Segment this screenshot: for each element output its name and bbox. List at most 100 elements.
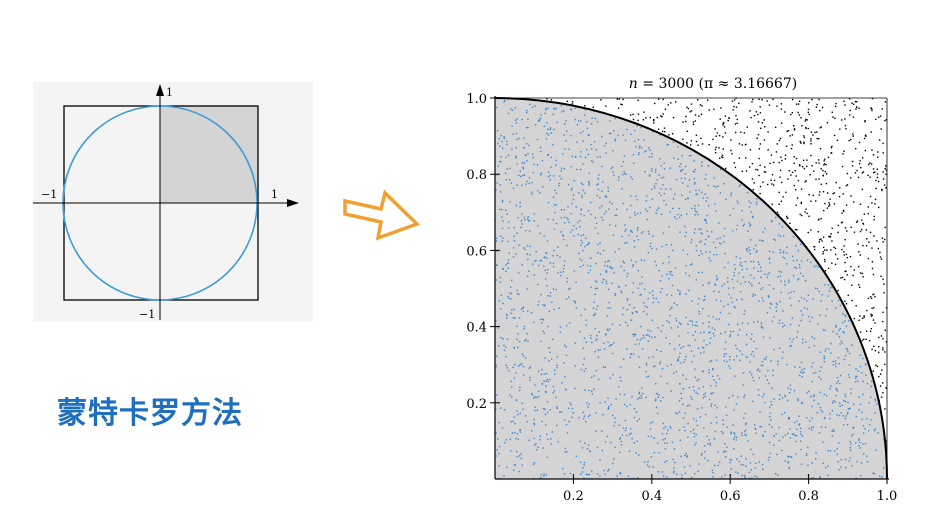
inside-point bbox=[512, 133, 514, 135]
outside-point bbox=[755, 111, 758, 113]
inside-point bbox=[742, 372, 745, 374]
inside-point bbox=[622, 134, 624, 136]
inside-point bbox=[858, 445, 860, 447]
inside-point bbox=[661, 275, 664, 277]
inside-point bbox=[611, 267, 614, 270]
outside-point bbox=[884, 101, 887, 103]
inside-point bbox=[767, 273, 769, 276]
inside-point bbox=[610, 167, 612, 170]
inside-point bbox=[621, 165, 623, 168]
inside-point bbox=[611, 323, 614, 326]
inside-point bbox=[875, 449, 877, 451]
inside-point bbox=[660, 213, 663, 216]
inside-point bbox=[751, 295, 754, 297]
inside-point bbox=[549, 351, 551, 354]
outside-point bbox=[870, 163, 873, 165]
inside-point bbox=[555, 107, 558, 110]
inside-point bbox=[657, 207, 660, 210]
inside-point bbox=[708, 257, 710, 259]
inside-point bbox=[696, 325, 698, 327]
inside-point bbox=[513, 346, 515, 349]
inside-point bbox=[590, 376, 593, 379]
inside-point bbox=[576, 168, 578, 171]
outside-point bbox=[661, 115, 663, 118]
inside-point bbox=[500, 235, 502, 237]
outside-point bbox=[600, 99, 602, 101]
inside-point bbox=[582, 140, 585, 142]
inside-point bbox=[516, 118, 519, 120]
inside-point bbox=[761, 360, 764, 363]
inside-point bbox=[799, 366, 801, 369]
outside-point bbox=[620, 103, 622, 105]
inside-point bbox=[843, 400, 845, 402]
inside-point bbox=[633, 240, 635, 242]
outside-point bbox=[846, 172, 849, 175]
inside-point bbox=[599, 475, 601, 477]
inside-point bbox=[777, 363, 779, 366]
inside-point bbox=[697, 204, 700, 207]
inside-point bbox=[663, 427, 665, 430]
inside-point bbox=[745, 248, 748, 250]
inside-point bbox=[652, 466, 654, 468]
outside-point bbox=[872, 172, 875, 174]
outside-point bbox=[719, 157, 721, 159]
outside-point bbox=[849, 177, 852, 179]
inside-point bbox=[607, 288, 610, 291]
inside-point bbox=[699, 416, 702, 418]
inside-point bbox=[676, 304, 678, 306]
inside-point bbox=[829, 287, 832, 289]
inside-point bbox=[529, 254, 531, 256]
inside-point bbox=[626, 275, 628, 278]
inside-point bbox=[733, 431, 735, 434]
inside-point bbox=[613, 425, 615, 427]
inside-point bbox=[588, 389, 590, 392]
inside-point bbox=[715, 210, 717, 212]
inside-point bbox=[828, 348, 830, 350]
inside-point bbox=[584, 156, 587, 159]
inside-point bbox=[552, 175, 555, 177]
outside-point bbox=[660, 115, 662, 117]
outside-point bbox=[810, 138, 812, 140]
inside-point bbox=[689, 264, 692, 266]
inside-point bbox=[768, 284, 771, 286]
inside-point bbox=[545, 109, 547, 111]
inside-point bbox=[555, 288, 557, 291]
inside-point bbox=[786, 263, 788, 265]
inside-point bbox=[546, 401, 549, 403]
inside-point bbox=[814, 458, 817, 460]
inside-point bbox=[688, 404, 691, 407]
outside-point bbox=[867, 212, 869, 215]
outside-point bbox=[787, 130, 790, 132]
inside-point bbox=[510, 450, 512, 452]
inside-point bbox=[781, 357, 784, 359]
inside-point bbox=[687, 185, 689, 188]
inside-point bbox=[501, 427, 504, 429]
inside-point bbox=[533, 163, 535, 166]
inside-point bbox=[821, 411, 824, 413]
inside-point bbox=[522, 174, 524, 177]
inside-point bbox=[593, 301, 595, 304]
outside-point bbox=[806, 165, 808, 168]
inside-point bbox=[762, 336, 765, 338]
inside-point bbox=[503, 136, 505, 138]
inside-point bbox=[671, 284, 674, 287]
inside-point bbox=[586, 121, 588, 123]
inside-point bbox=[571, 187, 573, 190]
inside-point bbox=[619, 451, 621, 454]
inside-point bbox=[672, 458, 674, 461]
inside-point bbox=[648, 233, 650, 235]
inside-point bbox=[662, 475, 665, 477]
inside-point bbox=[528, 182, 530, 185]
inside-point bbox=[844, 354, 847, 357]
inside-point bbox=[763, 358, 765, 360]
inside-point bbox=[652, 130, 654, 133]
inside-point bbox=[849, 407, 851, 410]
outside-point bbox=[833, 134, 836, 137]
outside-point bbox=[848, 139, 850, 142]
outside-point bbox=[884, 165, 887, 167]
inside-point bbox=[583, 370, 586, 373]
inside-point bbox=[505, 140, 508, 142]
inside-point bbox=[730, 297, 732, 299]
outside-point bbox=[809, 174, 811, 176]
inside-point bbox=[627, 324, 629, 327]
